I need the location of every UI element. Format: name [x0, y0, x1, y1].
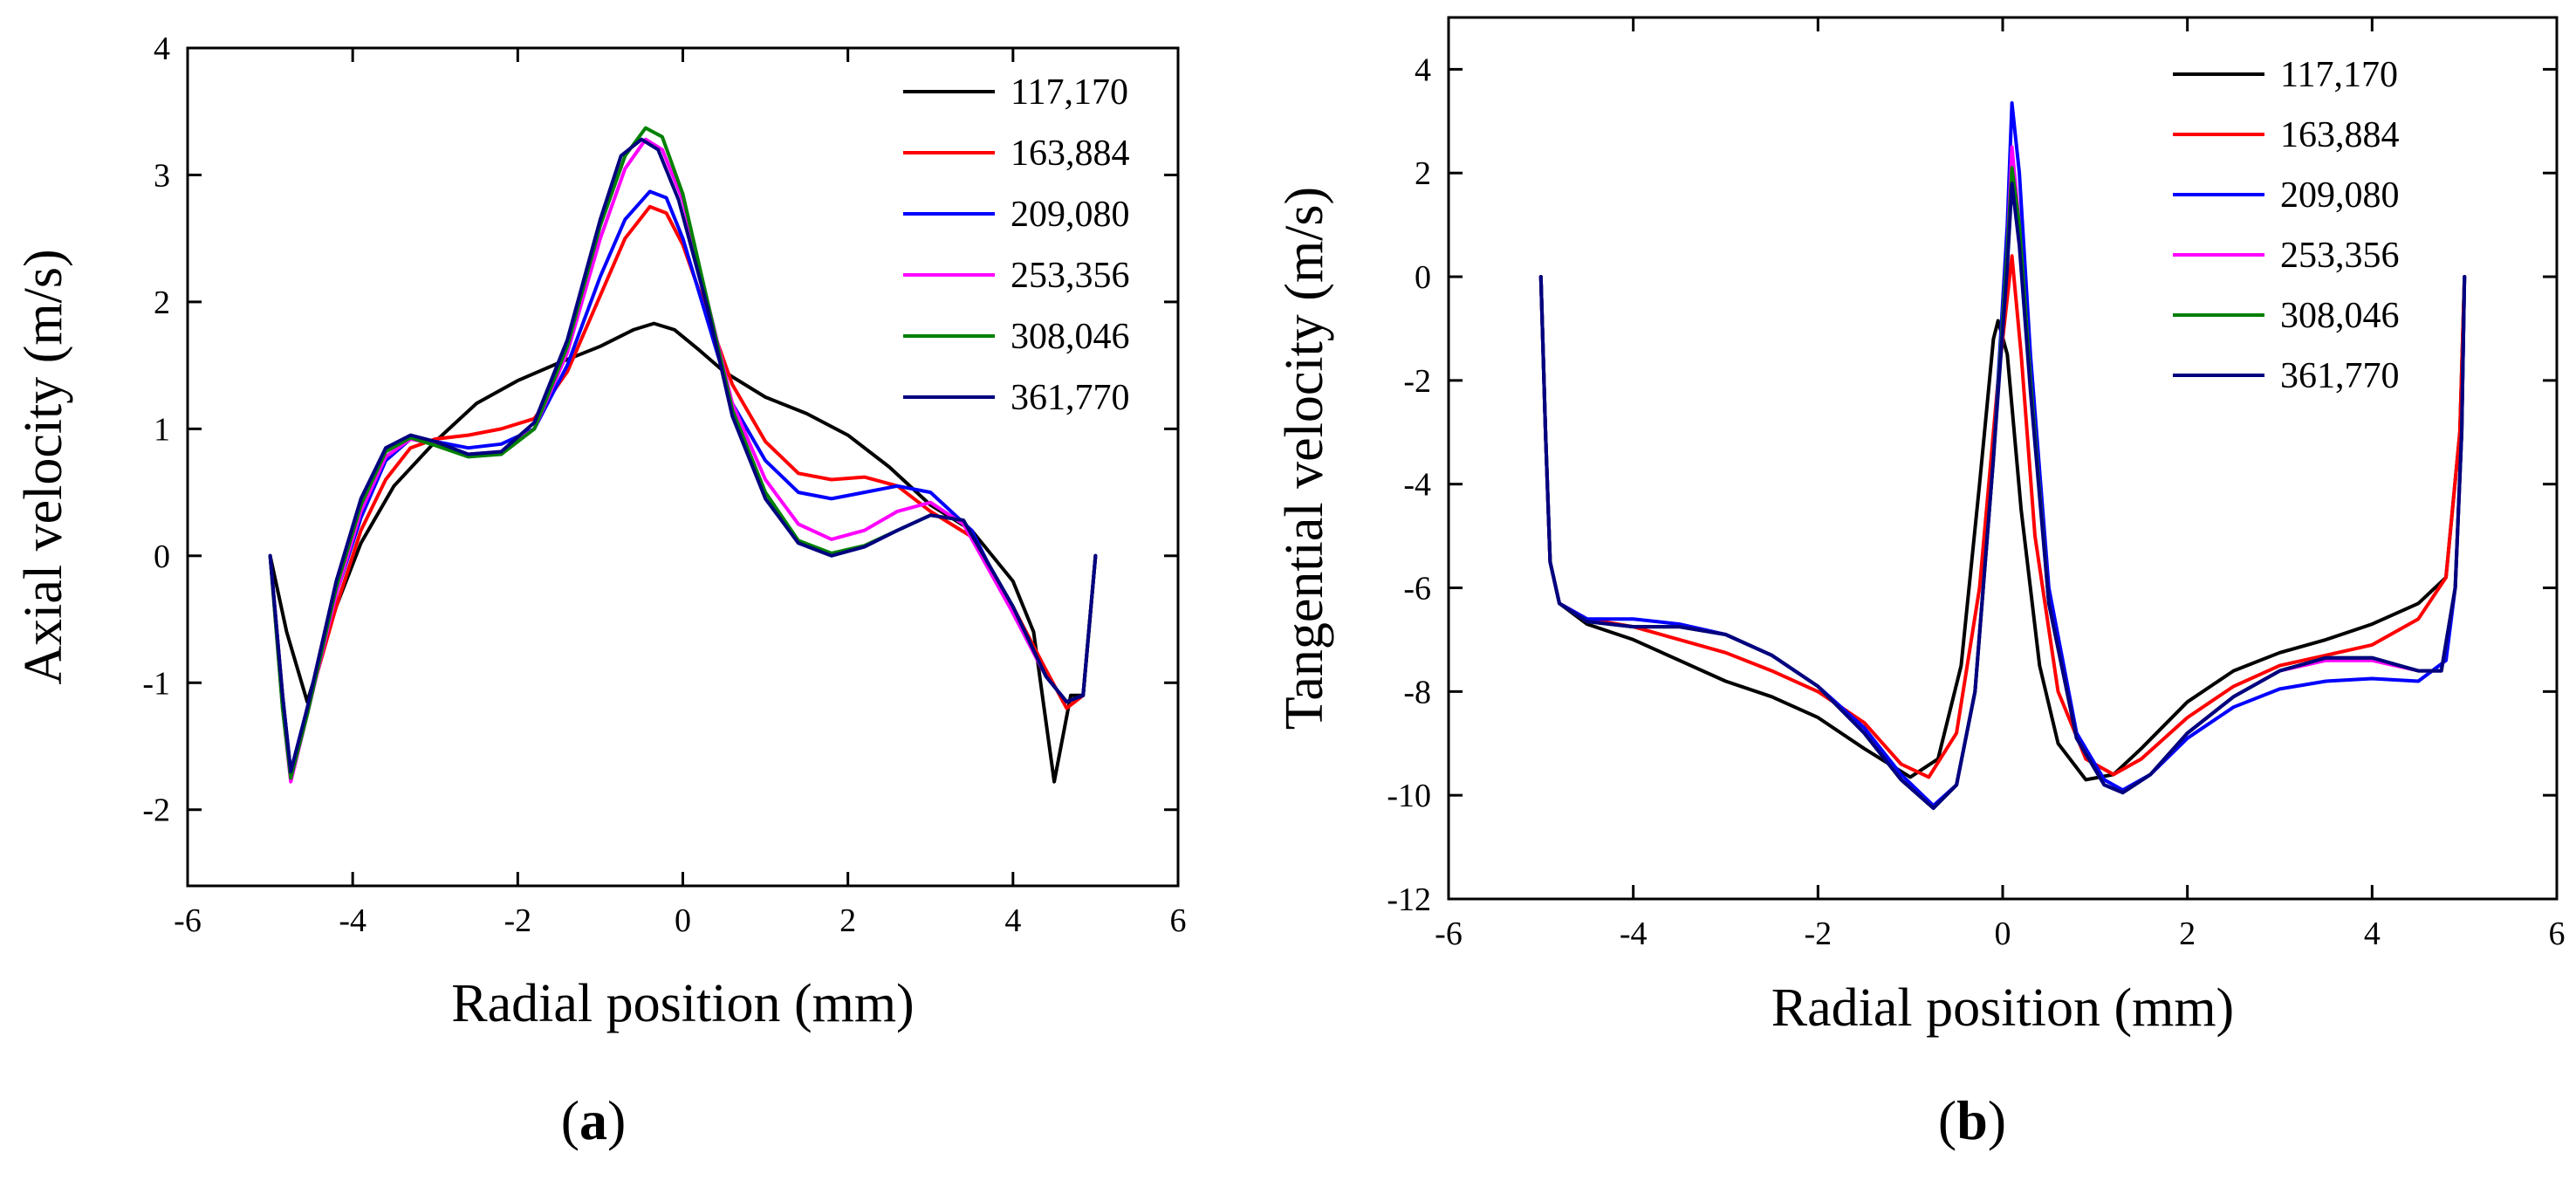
x-tick-label-b-3: 0 — [1995, 916, 2011, 952]
y-axis-label-b: Tangential velocity (m/s) — [1275, 187, 1334, 730]
legend-label-a-0: 117,170 — [1011, 72, 1128, 113]
series-line-b-5 — [1538, 182, 2467, 810]
chart-panel-b: -6 -4 -2 0 2 4 6 -12 -10 -8 -6 -4 -2 0 2 4 Radial positi… — [1275, 16, 2566, 1151]
x-axis-label-b: Radial position (mm) — [1771, 978, 2234, 1038]
legend-label-b-1: 163,884 — [2280, 115, 2400, 155]
y-tick-label-a-2: 0 — [154, 539, 170, 575]
series-line-a-1 — [268, 204, 1098, 776]
y-tick-label-b-7: 2 — [1415, 155, 1431, 192]
series-line-b-0 — [1538, 275, 2467, 782]
y-tick-label-b-1: -10 — [1387, 778, 1431, 814]
y-tick-label-a-6: 4 — [154, 31, 170, 67]
x-tick-label-a-5: 4 — [1004, 902, 1021, 939]
y-tick-label-b-8: 4 — [1415, 51, 1431, 88]
legend-label-b-0: 117,170 — [2280, 55, 2398, 95]
series-line-a-5 — [268, 137, 1098, 774]
y-tick-label-b-6: 0 — [1415, 259, 1431, 296]
x-tick-label-b-1: -4 — [1620, 916, 1648, 952]
series-group-b — [1538, 101, 2467, 810]
chart-panel-a: -6 -4 -2 0 2 4 6 -2 -1 0 1 2 3 4 Radial position (mm) A… — [14, 31, 1187, 1151]
series-line-a-0 — [268, 321, 1098, 784]
legend-label-a-1: 163,884 — [1011, 134, 1130, 174]
y-tick-label-a-0: -2 — [142, 792, 170, 829]
series-group-a — [268, 126, 1098, 784]
caption-open-paren-b: ( — [1938, 1089, 1956, 1151]
series-line-b-2 — [1538, 101, 2467, 808]
legend-label-b-2: 209,080 — [2280, 175, 2400, 216]
y-tick-label-a-4: 2 — [154, 285, 170, 321]
x-tick-label-a-3: 0 — [675, 902, 691, 939]
x-tick-label-a-0: -6 — [174, 902, 202, 939]
x-tick-label-a-2: -2 — [504, 902, 532, 939]
caption-letter-b: b — [1956, 1089, 1988, 1151]
x-tick-label-b-4: 2 — [2179, 916, 2196, 952]
x-tick-label-b-2: -2 — [1805, 916, 1833, 952]
x-tick-label-b-0: -6 — [1435, 916, 1463, 952]
legend-label-a-2: 209,080 — [1011, 195, 1130, 235]
legend-label-a-3: 253,356 — [1011, 256, 1130, 296]
caption-close-paren-b: ) — [1988, 1089, 2006, 1151]
x-tick-label-b-6: 6 — [2549, 916, 2566, 952]
y-tick-label-b-4: -4 — [1403, 467, 1431, 504]
y-tick-label-b-2: -8 — [1403, 674, 1431, 710]
legend-label-a-4: 308,046 — [1011, 317, 1130, 357]
x-tick-label-b-5: 4 — [2364, 916, 2381, 952]
y-axis-label-a: Axial velocity (m/s) — [14, 249, 73, 684]
y-tick-label-b-3: -6 — [1403, 571, 1431, 607]
caption-open-paren-a: ( — [561, 1089, 579, 1151]
y-tick-label-b-0: -12 — [1387, 882, 1431, 918]
y-tick-label-a-1: -1 — [142, 665, 170, 702]
y-tick-label-b-5: -2 — [1403, 363, 1431, 400]
y-tick-label-a-5: 3 — [154, 157, 170, 194]
caption-letter-a: a — [579, 1089, 607, 1151]
y-tick-label-a-3: 1 — [154, 411, 170, 448]
legend-label-b-5: 361,770 — [2280, 356, 2400, 396]
caption-a: (a) — [561, 1089, 627, 1151]
x-tick-label-a-6: 6 — [1170, 902, 1187, 939]
x-tick-label-a-4: 2 — [839, 902, 856, 939]
legend-label-b-3: 253,356 — [2280, 236, 2400, 276]
legend-label-b-4: 308,046 — [2280, 296, 2400, 336]
caption-b: (b) — [1938, 1089, 2006, 1151]
series-line-a-2 — [268, 189, 1098, 774]
plot-frame-a — [186, 46, 1180, 888]
x-tick-label-a-1: -4 — [339, 902, 367, 939]
x-axis-label-a: Radial position (mm) — [451, 974, 914, 1033]
legend-label-a-5: 361,770 — [1011, 378, 1130, 418]
caption-close-paren-a: ) — [607, 1089, 626, 1151]
